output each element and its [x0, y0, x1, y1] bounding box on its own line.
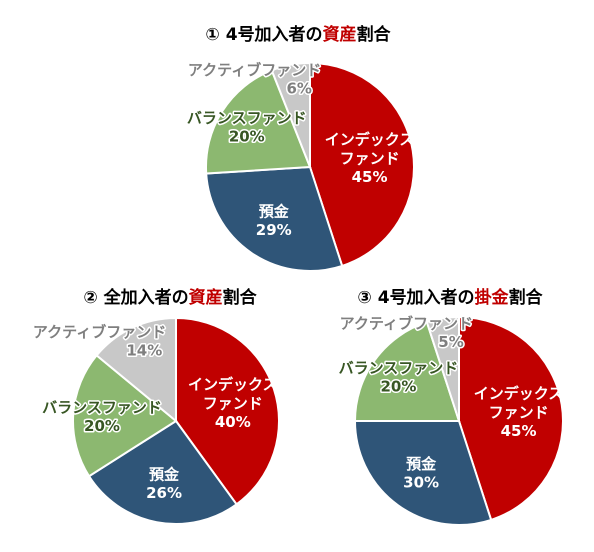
- chart-title: ② 全加入者の資産割合: [83, 287, 257, 308]
- label-line: バランスファンド: [187, 108, 307, 126]
- pie-slice: [270, 61, 311, 168]
- slice-label: アクティブファンド: [33, 322, 166, 340]
- title-part: 資産: [189, 287, 223, 308]
- label-line: 預金: [149, 465, 180, 483]
- label-line: バランスファンド: [42, 398, 162, 416]
- title-part: ② 全加入者の: [83, 287, 188, 308]
- label-line: アクティブファンド: [33, 322, 166, 340]
- slice-label: アクティブファンド: [340, 314, 473, 332]
- slice-label: 預金: [259, 202, 290, 220]
- label-line: ファンド: [489, 403, 549, 421]
- label-line: アクティブファンド: [188, 61, 321, 79]
- value-label: 45%: [352, 168, 388, 186]
- title-part: 割合: [223, 287, 258, 308]
- pie-slice: [458, 315, 564, 522]
- label-line: インデックス: [474, 384, 564, 402]
- pie-slice: [353, 420, 493, 526]
- value-label: 26%: [146, 484, 182, 502]
- value-label: 40%: [215, 413, 251, 431]
- slice-label: バランスファンド: [339, 358, 459, 376]
- label-line: インデックス: [325, 130, 415, 148]
- value-label: 29%: [256, 221, 292, 239]
- slice-label: 預金: [149, 465, 180, 483]
- slice-label: インデックスファンド: [325, 130, 415, 167]
- value-label: 5%: [438, 333, 463, 351]
- pie-slice: [205, 165, 344, 272]
- value-label: 20%: [380, 377, 416, 395]
- label-line: ファンド: [340, 149, 400, 167]
- pie-slice: [87, 419, 238, 525]
- pie-slice: [309, 61, 415, 268]
- title-part: 割合: [509, 287, 544, 308]
- value-label: 6%: [287, 80, 312, 98]
- pie-slice: [205, 69, 312, 175]
- slice-label: インデックスファンド: [474, 384, 564, 421]
- title-part: 掛金: [475, 287, 510, 308]
- value-label: 20%: [84, 417, 120, 435]
- value-label: 30%: [403, 474, 439, 492]
- label-line: ファンド: [203, 394, 263, 412]
- label-line: バランスファンド: [339, 358, 459, 376]
- pie-slice: [353, 320, 461, 422]
- label-line: アクティブファンド: [340, 314, 473, 332]
- pie-slice: [175, 316, 280, 506]
- slice-label: バランスファンド: [42, 398, 162, 416]
- value-label: 14%: [126, 341, 162, 359]
- pie-slice: [72, 353, 178, 478]
- title-part: ③ 4号加入者の: [357, 287, 474, 308]
- slice-label: 預金: [406, 455, 437, 473]
- title-part: ① 4号加入者の: [205, 24, 322, 45]
- title-part: 割合: [357, 24, 392, 45]
- pie-slice: [95, 316, 177, 424]
- chart-title: ③ 4号加入者の掛金割合: [357, 287, 543, 308]
- title-part: 資産: [323, 24, 357, 45]
- slice-label: アクティブファンド: [188, 61, 321, 79]
- value-label: 20%: [229, 127, 265, 145]
- chart-title: ① 4号加入者の資産割合: [205, 24, 391, 45]
- value-label: 45%: [501, 422, 537, 440]
- pie-slice: [425, 315, 460, 422]
- label-line: 預金: [406, 455, 437, 473]
- slice-label: インデックスファンド: [188, 375, 278, 412]
- label-line: 預金: [259, 202, 290, 220]
- slice-label: バランスファンド: [187, 108, 307, 126]
- label-line: インデックス: [188, 375, 278, 393]
